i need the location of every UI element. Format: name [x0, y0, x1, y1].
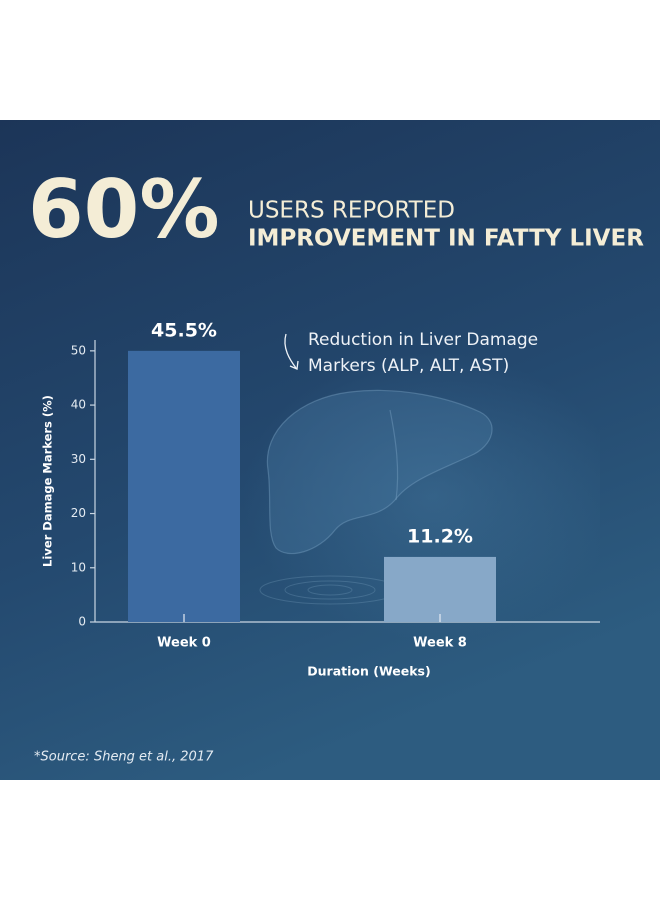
x-tick-label: Week 8	[413, 636, 467, 651]
y-tick-label: 20	[71, 506, 86, 520]
y-tick-label: 30	[71, 452, 86, 466]
bar	[384, 556, 496, 622]
bar-label: 45.5%	[151, 319, 217, 341]
headline-line: IMPROVEMENT IN FATTY LIVER	[248, 226, 644, 252]
y-axis-title: Liver Damage Markers (%)	[41, 395, 55, 567]
y-tick-label: 40	[71, 398, 86, 412]
headline-figure: 60%	[28, 163, 219, 256]
headline-line: USERS REPORTED	[248, 198, 455, 224]
y-tick-label: 0	[78, 615, 86, 629]
liver-illustration	[266, 389, 493, 555]
x-axis-title: Duration (Weeks)	[307, 664, 430, 679]
x-tick-label: Week 0	[157, 636, 211, 651]
bar	[128, 350, 240, 622]
annotation: Markers (ALP, ALT, AST)	[308, 356, 509, 376]
source-note: *Source: Sheng et al., 2017	[34, 750, 214, 765]
y-tick-label: 10	[71, 560, 86, 574]
annotation-arrow	[284, 333, 299, 370]
annotation: Reduction in Liver Damage	[308, 330, 538, 350]
y-tick-label: 50	[71, 343, 86, 357]
bar-label: 11.2%	[407, 525, 473, 547]
